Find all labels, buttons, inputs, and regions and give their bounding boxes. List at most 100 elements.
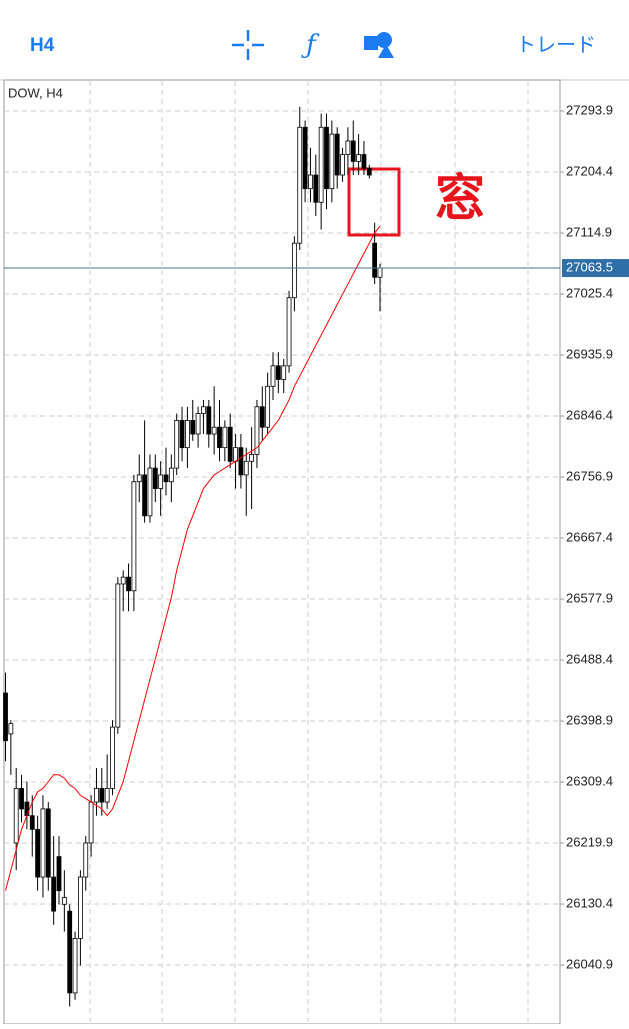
candle-body	[24, 801, 30, 817]
candle-body	[318, 126, 324, 203]
candle-body	[120, 576, 126, 585]
candle-body	[29, 815, 35, 830]
candle-body	[45, 808, 51, 878]
toolbar	[0, 0, 629, 80]
candle-body	[297, 126, 303, 244]
chart-title: DOW, H4	[8, 85, 63, 100]
candle-body	[217, 426, 222, 449]
candle-body	[249, 454, 255, 462]
candle-body	[206, 406, 212, 435]
candle-body	[174, 419, 180, 469]
candle-body	[313, 174, 319, 203]
candle-body	[8, 723, 14, 735]
y-tick-label: 26577.9	[566, 590, 613, 605]
indicator-icon[interactable]: ƒ	[301, 30, 320, 60]
candle-body	[184, 419, 190, 449]
candle-body	[195, 413, 201, 435]
current-price-box	[562, 259, 629, 278]
y-tick-label: 27204.4	[566, 163, 613, 178]
candle-body	[115, 583, 121, 728]
candle-body	[67, 910, 73, 994]
candle-body	[286, 297, 292, 367]
candle-body	[190, 419, 196, 435]
candle-body	[329, 133, 335, 190]
y-tick-label: 26398.9	[566, 712, 613, 727]
candle-body	[179, 419, 185, 449]
candle-body	[227, 426, 233, 462]
candle-body	[281, 365, 287, 380]
candle-body	[126, 576, 131, 592]
y-tick-label: 27114.9	[566, 224, 612, 239]
candle-body	[233, 447, 238, 462]
candle-body	[72, 937, 78, 994]
moving-average	[5, 225, 381, 891]
candle-body	[356, 154, 362, 162]
candle-body	[222, 426, 228, 449]
candle-body	[366, 167, 372, 176]
candle-body	[324, 126, 329, 190]
y-tick-label: 26488.4	[566, 651, 613, 666]
candle-body	[372, 242, 378, 278]
y-tick-label: 26219.9	[566, 834, 613, 849]
candle-body	[3, 692, 8, 742]
candle-body	[350, 140, 356, 162]
y-tick-label: 26935.9	[566, 346, 613, 361]
candle-body	[131, 481, 137, 592]
candle-body	[40, 808, 46, 878]
candle-body	[259, 406, 265, 428]
candle-body	[88, 801, 94, 844]
candle-body	[291, 242, 297, 299]
candle-body	[142, 474, 148, 517]
candle-body	[35, 828, 40, 878]
y-tick-label: 27293.9	[566, 102, 613, 117]
crosshair-icon[interactable]	[232, 30, 264, 60]
candle-body	[377, 267, 383, 278]
candle-body	[345, 140, 351, 155]
candle-body	[361, 154, 367, 169]
candle-body	[211, 426, 217, 435]
candle-body	[243, 460, 249, 476]
candle-body	[104, 788, 110, 803]
candle-body	[56, 856, 62, 892]
candle-body	[275, 365, 281, 380]
annotation: 窓	[435, 170, 485, 226]
candle-body	[265, 385, 271, 428]
candle-body	[340, 154, 345, 176]
candle-body	[308, 174, 313, 190]
timeframe-button[interactable]: H4	[30, 35, 55, 56]
candle-body	[51, 876, 57, 912]
candle-body	[99, 788, 105, 803]
y-tick-label: 26667.4	[566, 529, 613, 544]
candle-body	[61, 897, 67, 905]
gap-box	[347, 167, 401, 237]
y-tick-label: 26309.4	[566, 773, 613, 788]
y-tick-label: 26040.9	[566, 956, 613, 971]
y-tick-label: 27025.4	[566, 285, 613, 300]
objects-icon[interactable]	[364, 32, 394, 58]
candle-body	[158, 474, 164, 489]
candle-body	[254, 406, 260, 455]
candle-body	[152, 467, 158, 489]
candle-body	[94, 788, 99, 803]
current-price-label: 27063.5	[566, 259, 613, 274]
candle-body	[163, 474, 169, 483]
candle-body	[110, 726, 115, 789]
candle-body	[147, 467, 153, 517]
trade-button[interactable]: トレード	[516, 34, 596, 56]
y-tick-label: 26756.9	[566, 468, 613, 483]
candle-body	[238, 447, 244, 476]
candle-body	[78, 876, 83, 939]
y-tick-label: 26846.4	[566, 407, 613, 422]
candle-body	[136, 474, 142, 483]
candle-body	[13, 788, 19, 844]
candle-body	[168, 467, 174, 483]
candle-body	[19, 788, 24, 810]
y-tick-label: 26130.4	[566, 895, 613, 910]
candle-body	[302, 126, 308, 190]
time-separators	[89, 81, 529, 1024]
candle-body	[83, 842, 89, 878]
candle-body	[201, 406, 206, 414]
candle-body	[270, 365, 276, 387]
